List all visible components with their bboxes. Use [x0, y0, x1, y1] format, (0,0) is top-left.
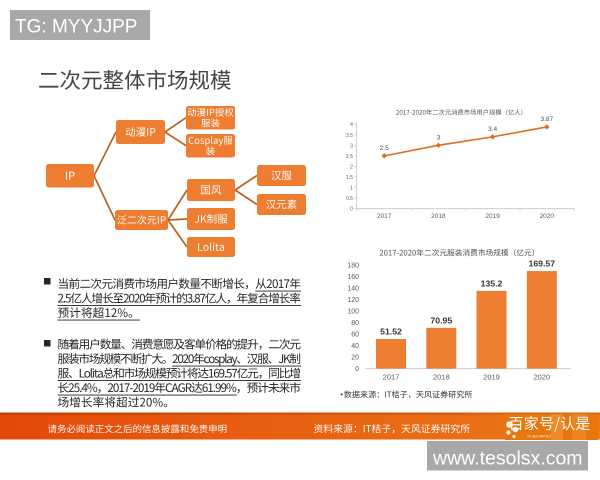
- svg-text:2020: 2020: [540, 213, 555, 220]
- svg-text:1.5: 1.5: [346, 175, 353, 181]
- svg-text:140: 140: [347, 286, 359, 293]
- svg-text:70.95: 70.95: [430, 315, 452, 325]
- svg-text:3: 3: [350, 143, 353, 149]
- svg-text:100: 100: [347, 309, 359, 316]
- svg-text:4: 4: [350, 122, 353, 128]
- svg-text:TF SECURITIES: TF SECURITIES: [527, 434, 551, 438]
- svg-text:3.87: 3.87: [540, 116, 553, 123]
- svg-text:2020: 2020: [533, 373, 550, 382]
- svg-text:180: 180: [347, 263, 359, 270]
- svg-text:40: 40: [351, 343, 359, 350]
- svg-text:169.57: 169.57: [529, 259, 556, 269]
- svg-text:0.5: 0.5: [346, 196, 353, 202]
- svg-text:2.5: 2.5: [346, 154, 353, 160]
- svg-text:135.2: 135.2: [481, 278, 503, 288]
- svg-text:3.5: 3.5: [346, 133, 353, 139]
- svg-text:2018: 2018: [431, 213, 446, 220]
- svg-text:2.5: 2.5: [380, 145, 389, 152]
- svg-text:2019: 2019: [483, 373, 500, 382]
- svg-text:20: 20: [351, 355, 359, 362]
- svg-text:0: 0: [355, 366, 359, 373]
- svg-text:TG: MYYJJPP: TG: MYYJJPP: [15, 16, 137, 37]
- svg-text:www.tesolsx.com: www.tesolsx.com: [432, 448, 583, 470]
- svg-text:2018: 2018: [433, 373, 450, 382]
- svg-text:3: 3: [437, 135, 441, 142]
- svg-text:0: 0: [350, 207, 353, 213]
- svg-text:51.52: 51.52: [380, 327, 402, 337]
- svg-text:120: 120: [347, 297, 359, 304]
- svg-text:2017: 2017: [377, 213, 392, 220]
- svg-text:3.4: 3.4: [488, 126, 497, 133]
- svg-text:160: 160: [347, 274, 359, 281]
- svg-text:80: 80: [351, 320, 359, 327]
- svg-text:1: 1: [350, 186, 353, 192]
- svg-text:2019: 2019: [485, 213, 500, 220]
- svg-text:60: 60: [351, 332, 359, 339]
- svg-text:2: 2: [350, 164, 353, 170]
- svg-text:2017: 2017: [383, 373, 400, 382]
